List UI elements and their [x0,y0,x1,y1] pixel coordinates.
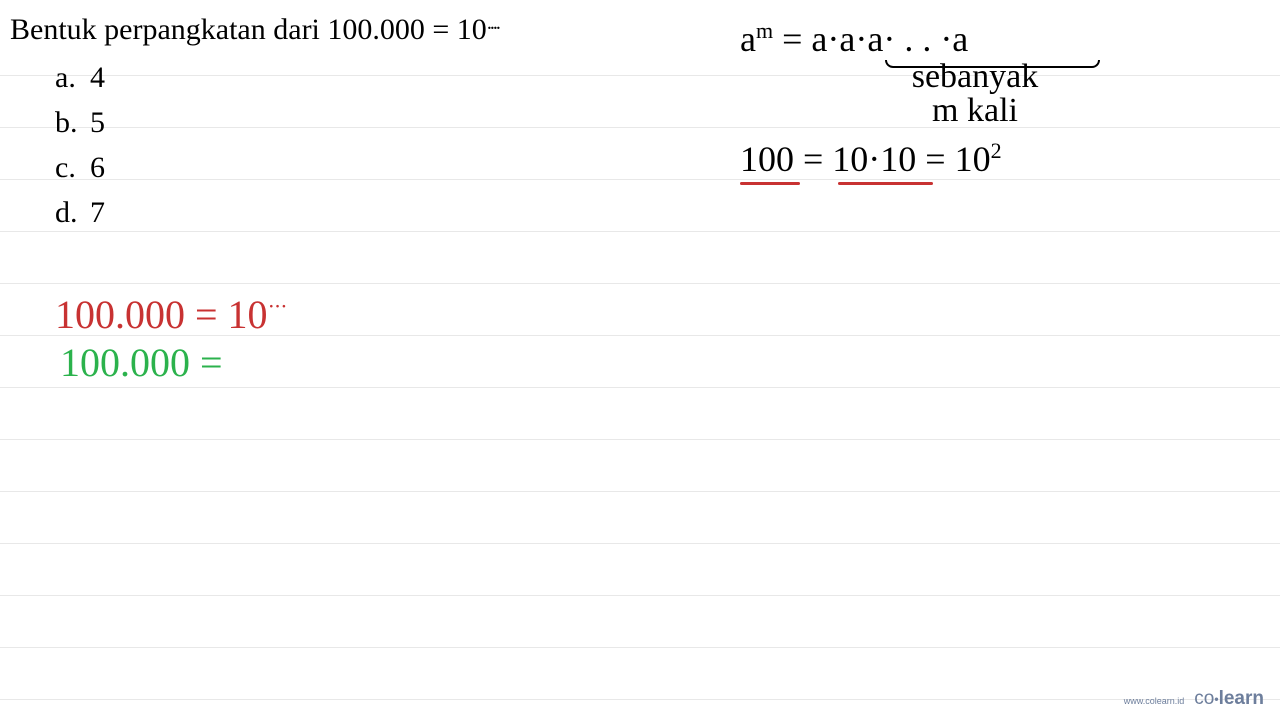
footer-url: www.colearn.id [1124,696,1185,706]
option-row: c.6 [55,145,499,190]
option-letter: a. [55,55,90,100]
footer-logo: co•learn [1194,688,1264,710]
ruled-line [0,543,1280,544]
logo-part-learn: learn [1219,688,1264,709]
options-list: a.4b.5c.6d.7 [55,55,499,235]
option-letter: d. [55,190,90,235]
work-line-1: 100.000 = 10··· [55,290,287,340]
question-blank-dots: .... [487,10,499,36]
ruled-line [0,595,1280,596]
example-100: 100 [740,139,794,179]
option-value: 4 [90,61,105,94]
logo-part-co: co [1194,688,1214,709]
formula-line-1: am = a·a·a· . . ·a [740,18,1210,60]
option-letter: c. [55,145,90,190]
formula-base: a [740,19,756,59]
student-work: 100.000 = 10··· 100.000 = [55,290,287,388]
example-exponent: 2 [991,138,1002,163]
red-underline-1 [740,182,800,185]
work-line-2: 100.000 = [60,338,287,388]
footer: www.colearn.id co•learn [1124,688,1264,710]
work-line-1-text: 100.000 = 10 [55,292,268,337]
example-expansion: = 10·10 = 10 [794,139,991,179]
formula-exponent: m [756,18,773,43]
ruled-line [0,283,1280,284]
question-block: Bentuk perpangkatan dari 100.000 = 10...… [10,10,499,235]
work-line-1-exponent-dots: ··· [268,294,287,319]
option-value: 7 [90,196,105,229]
ruled-line [0,491,1280,492]
ruled-line [0,647,1280,648]
option-row: a.4 [55,55,499,100]
question-prefix: Bentuk perpangkatan dari 100.000 = 10 [10,13,487,46]
option-row: d.7 [55,190,499,235]
ruled-line [0,699,1280,700]
ruled-line [0,439,1280,440]
option-value: 6 [90,151,105,184]
question-text: Bentuk perpangkatan dari 100.000 = 10...… [10,10,499,49]
option-value: 5 [90,106,105,139]
red-underline-2 [838,182,933,185]
formula-line-4: 100 = 10·10 = 102 [740,138,1210,180]
grouping-bracket [885,60,1100,68]
option-letter: b. [55,100,90,145]
formula-expansion: = a·a·a· . . ·a [773,19,968,59]
option-row: b.5 [55,100,499,145]
formula-line-3: m kali [740,92,1210,130]
formula-notes: am = a·a·a· . . ·a sebanyak m kali 100 =… [740,18,1210,180]
